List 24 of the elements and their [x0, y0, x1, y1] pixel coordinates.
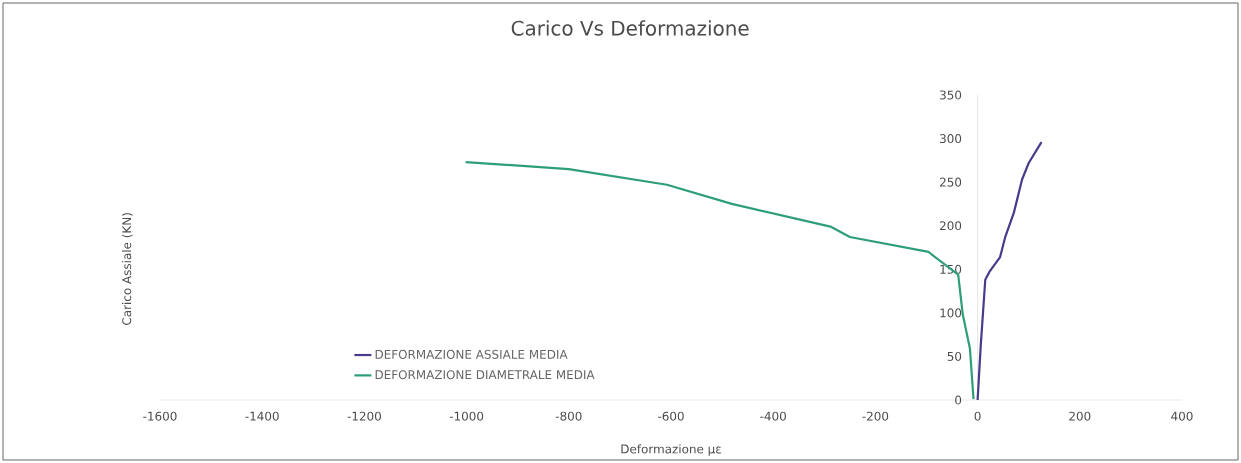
y-tick-label: 100: [940, 308, 962, 318]
x-tick-label: -1400: [245, 411, 279, 421]
x-tick-label: -600: [658, 411, 684, 421]
x-tick-label: -200: [862, 411, 889, 421]
y-tick-label: 200: [940, 221, 962, 231]
y-tick-label: 250: [940, 177, 962, 187]
y-axis-title: Carico Assiale (KN): [121, 213, 133, 325]
x-tick-label: 200: [1069, 411, 1091, 421]
x-tick-label: -1600: [143, 411, 177, 421]
x-tick-label: -800: [555, 411, 582, 421]
x-tick-label: -400: [760, 411, 786, 421]
x-tick-label: -1000: [449, 411, 484, 421]
line-series: [976, 140, 1043, 400]
y-tick-label: 350: [940, 90, 962, 100]
legend-label: DEFORMAZIONE ASSIALE MEDIA: [375, 349, 568, 359]
x-tick-label: -1200: [347, 411, 381, 421]
chart-title: Carico Vs Deformazione: [511, 20, 749, 36]
y-tick-label: 50: [947, 351, 962, 361]
legend-label: DEFORMAZIONE DIAMETRALE MEDIA: [375, 370, 595, 380]
x-tick-label: 400: [1171, 411, 1193, 421]
x-axis-title: Deformazione µε: [621, 444, 721, 456]
y-tick-label: 0: [955, 395, 962, 405]
y-tick-label: 300: [940, 134, 962, 144]
x-tick-label: 0: [974, 411, 981, 421]
